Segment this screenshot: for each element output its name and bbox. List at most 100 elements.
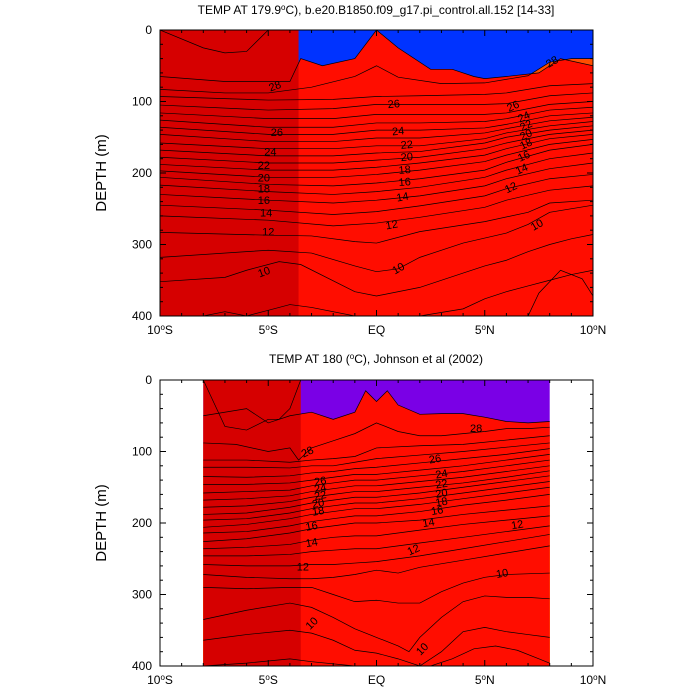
isotherm-7C	[160, 269, 593, 316]
isotherm-8C	[160, 269, 593, 316]
band-30C-core	[203, 380, 301, 431]
contour-label: 20	[311, 497, 325, 511]
isotherm-13C	[203, 534, 550, 567]
isotherm-25C	[203, 448, 550, 478]
y-tick-label: 300	[132, 238, 152, 252]
contour-label: 26	[428, 453, 442, 467]
y-tick-label: 100	[132, 95, 152, 109]
x-tick-label: EQ	[368, 323, 385, 337]
isotherm-15C	[160, 152, 593, 195]
contour-label: 20	[518, 127, 534, 143]
band-30C	[160, 30, 299, 316]
y-tick-label: 300	[132, 588, 152, 602]
y-tick-label: 0	[145, 23, 152, 37]
x-tick-label: 10oN	[580, 323, 606, 338]
isotherm-11C	[160, 199, 593, 244]
isotherm-9C	[203, 627, 550, 666]
isotherm-9C	[160, 234, 593, 297]
isotherm-19C	[203, 481, 550, 521]
band-30C	[203, 380, 301, 666]
y-tick-label: 200	[132, 516, 152, 530]
isotherm-12C	[160, 185, 593, 227]
x-tick-label: 10oS	[147, 673, 173, 688]
contour-label: 10	[495, 567, 509, 581]
isotherm-10C	[160, 204, 593, 273]
contour-label: 10	[529, 217, 546, 234]
contour-lines	[202, 380, 550, 666]
isotherm-16C	[203, 505, 550, 542]
contour-label: 22	[400, 139, 413, 152]
isotherm-21C	[203, 470, 550, 508]
contour-label: 26	[313, 475, 327, 489]
y-tick-label: 0	[145, 373, 152, 387]
isotherm-22C	[203, 465, 550, 501]
isotherm-20C	[160, 125, 593, 157]
panel-bottom: TEMP AT 180 (oC), Johnson et al (2002) D…	[93, 352, 606, 688]
contour-label: 14	[396, 191, 410, 205]
x-tick-label: EQ	[368, 673, 385, 687]
degree-sup: o	[281, 3, 286, 12]
isotherm-27C	[203, 435, 550, 463]
isotherm-30C	[160, 30, 299, 54]
contour-label: 18	[311, 505, 325, 519]
contour-label: 12	[385, 218, 399, 232]
y-tick-label: 400	[132, 309, 152, 323]
isotherm-18C	[160, 134, 593, 171]
isotherm-17C	[203, 494, 550, 534]
contour-label: 22	[435, 478, 449, 492]
contour-label: 16	[305, 520, 319, 534]
contour-label: 10	[390, 261, 407, 278]
y-tick-label: 200	[132, 166, 152, 180]
isotherm-11C	[203, 572, 550, 604]
contour-label: 12	[406, 542, 422, 558]
isotherm-26C	[160, 92, 593, 111]
contour-label: 26	[505, 99, 521, 115]
contour-label: 28	[267, 79, 283, 94]
isotherm-18C	[203, 486, 550, 528]
x-tick-label: 5oS	[259, 323, 278, 338]
contour-label: 24	[516, 109, 532, 125]
isotherm-25C	[160, 101, 593, 120]
x-tick-label: 5oS	[259, 673, 278, 688]
contour-label: 26	[271, 127, 283, 139]
contour-label: 18	[435, 496, 449, 510]
y-axis-label: DEPTH (m)	[93, 484, 110, 562]
contour-lines	[160, 30, 593, 316]
contour-label: 24	[392, 125, 405, 138]
contour-labels: 2828262626242424222222202020181818161616…	[256, 54, 560, 280]
isotherm-22C	[160, 116, 593, 142]
isotherm-14C	[160, 162, 593, 204]
contour-label: 16	[430, 504, 444, 518]
x-tick-label: 5oN	[475, 323, 495, 338]
contour-label: 24	[264, 147, 276, 159]
isotherm-16C	[160, 144, 593, 187]
isotherm-19C	[160, 129, 593, 164]
contour-label: 28	[470, 423, 482, 435]
contour-label: 18	[518, 137, 534, 153]
isotherm-13C	[160, 174, 593, 215]
contour-label: 12	[262, 227, 274, 239]
contour-label: 22	[258, 160, 270, 172]
contour-label: 20	[258, 172, 270, 184]
contour-label: 16	[516, 149, 532, 165]
isotherm-26C	[203, 442, 550, 469]
contour-label: 24	[435, 468, 449, 482]
y-axis-label: DEPTH (m)	[93, 134, 110, 212]
x-tick-label: 5oN	[475, 673, 495, 688]
y-tick-label: 100	[132, 445, 152, 459]
isotherm-12C	[203, 545, 550, 580]
contour-label: 28	[300, 444, 316, 460]
y-tick-label: 400	[132, 659, 152, 673]
isotherm-14C	[203, 525, 550, 557]
plot-area: 2828262626242424222222202020181818161616…	[132, 23, 606, 337]
contour-label: 14	[422, 516, 436, 530]
isotherm-30C	[202, 380, 302, 431]
contour-label: 16	[398, 176, 411, 189]
isotherm-20C	[203, 475, 550, 515]
isotherm-17C	[160, 139, 593, 178]
isotherm-15C	[203, 515, 550, 550]
contour-label: 10	[256, 265, 272, 280]
